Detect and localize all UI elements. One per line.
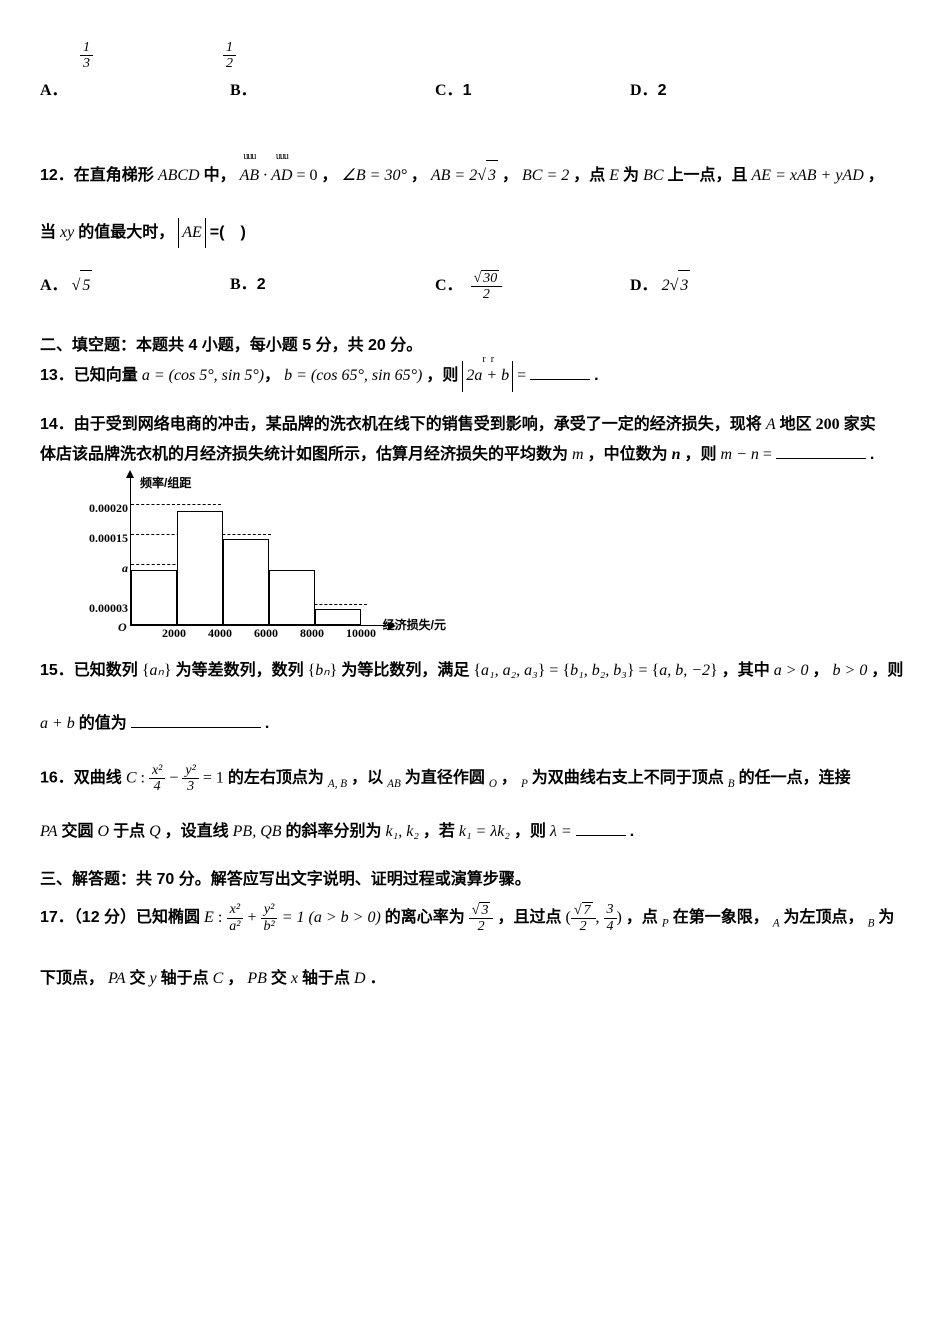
q16: 16．双曲线 C : x²4 − y²3 = 1 的左右顶点为 A, B ，以 … — [40, 763, 910, 795]
y-tick: a — [70, 557, 128, 580]
y-tick: 0.00003 — [70, 597, 128, 620]
q11-C: C．1 — [435, 76, 630, 106]
abs-AE: AE — [178, 218, 206, 248]
x-tick: 6000 — [254, 622, 278, 645]
y-tick: 0.00015 — [70, 527, 128, 550]
q12-prefix: 12．在直角梯形 — [40, 167, 154, 184]
q12-line2: 当 xy 的值最大时， AE =( ) — [40, 218, 910, 248]
y-title: 频率/组距 — [140, 472, 191, 495]
x-title: 经济损失/元 — [383, 614, 446, 637]
abs-2a-b: r r2a + b — [462, 361, 513, 391]
vec-AB: uuuAB — [240, 161, 260, 191]
histogram-bar — [177, 511, 223, 625]
section3-title: 三、解答题：共 70 分。解答应写出文字说明、证明过程或演算步骤。 — [40, 865, 910, 895]
q17-line2: 下顶点， PA 交 y 轴于点 C ， PB 交 x 轴于点 D ． — [40, 964, 910, 994]
q11-B-label: B． — [230, 76, 435, 106]
q14: 14．由于受到网络电商的冲击，某品牌的洗衣机在线下的销售受到影响，承受了一定的经… — [40, 410, 910, 471]
q16-blank — [576, 819, 626, 836]
q12-options: A． 5 B．2 C． 302 D． 23 — [40, 270, 910, 303]
q15: 15．已知数列 {aₙ} 为等差数列，数列 {bₙ} 为等比数列，满足 {a₁,… — [40, 656, 910, 686]
histogram-bar — [131, 570, 177, 625]
q12: 12．在直角梯形 ABCD 中， uuuAB · uuuAD = 0 ， ∠B … — [40, 160, 910, 191]
q17: 17．（12 分）已知椭圆 E : x²a² + y²b² = 1 (a > b… — [40, 902, 910, 935]
q11-optA-frac: 1 3 — [80, 40, 93, 72]
x-tick: 2000 — [162, 622, 186, 645]
histogram-bar — [223, 539, 269, 625]
q11-options: 1 3 1 2 — [40, 40, 910, 72]
x-tick: 10000 — [346, 622, 376, 645]
q11-option-labels: A． B． C．1 D．2 — [40, 76, 910, 106]
grid-dash — [131, 504, 221, 505]
q15-blank — [131, 711, 261, 728]
q14-blank — [776, 442, 866, 459]
q15-line2: a + b 的值为 . — [40, 709, 910, 739]
x-tick: 4000 — [208, 622, 232, 645]
q13: 13．已知向量 a = (cos 5°, sin 5°)， b = (cos 6… — [40, 361, 910, 391]
vec-AD: uuuAD — [271, 161, 292, 191]
y-tick: 0.00020 — [70, 497, 128, 520]
x-tick: 8000 — [300, 622, 324, 645]
q13-blank — [530, 363, 590, 380]
q11-D: D．2 — [630, 76, 666, 106]
q11-A-label: A． — [40, 76, 230, 106]
q11-optB-frac: 1 2 — [223, 40, 236, 72]
histogram: 频率/组距 经济损失/元 O 0.000200.00015a0.00003200… — [70, 476, 410, 646]
histogram-bar — [269, 570, 315, 625]
q16-line2: PA 交圆 O 于点 Q ，设直线 PB, QB 的斜率分别为 k₁, k₂ ，… — [40, 817, 910, 847]
